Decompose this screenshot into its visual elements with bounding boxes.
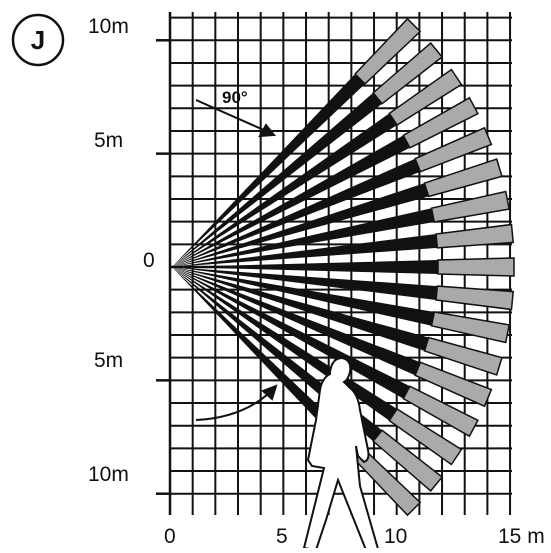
beam-near	[172, 267, 435, 326]
y-label: 5m	[94, 349, 123, 372]
beam-near	[172, 183, 429, 267]
beam-far	[372, 429, 444, 492]
arrow-head	[258, 123, 276, 138]
beam-far	[423, 158, 503, 198]
beam-far	[435, 223, 515, 249]
y-label: 10m	[88, 15, 129, 38]
beam-far	[354, 17, 422, 85]
beam-near	[172, 267, 429, 351]
x-label: 10	[384, 525, 407, 548]
beam-far	[435, 285, 515, 311]
beam-far	[414, 361, 493, 408]
beam-far	[430, 190, 511, 223]
beam-near	[172, 135, 410, 267]
beam-far	[423, 336, 503, 376]
beam-far	[430, 311, 511, 344]
angle-label: 90°	[222, 88, 248, 107]
arrow-head	[261, 384, 278, 401]
beam-near	[172, 208, 435, 267]
beam-far	[372, 42, 444, 105]
badge-letter: J	[31, 25, 45, 55]
person-silhouette	[302, 356, 381, 553]
y-label: 10m	[88, 463, 129, 486]
angle-arrows	[195, 99, 278, 421]
beam-near	[172, 234, 438, 267]
y-label: 5m	[94, 129, 123, 152]
beam-far	[414, 126, 493, 173]
y-label: 0	[143, 249, 155, 272]
x-label: 15 m	[498, 525, 545, 548]
beam-far	[402, 385, 479, 438]
beam-near	[172, 74, 365, 267]
beam-near	[172, 113, 398, 268]
beam-near	[172, 260, 438, 274]
beam-far	[388, 407, 463, 466]
beam-near	[172, 92, 383, 267]
beam-near	[172, 158, 421, 267]
arrow-line	[195, 99, 267, 132]
beam-far	[402, 96, 479, 149]
beam-near	[172, 267, 438, 300]
beam-far	[437, 257, 515, 277]
beam-far	[388, 68, 463, 127]
x-label: 0	[164, 525, 176, 548]
x-label: 5	[276, 525, 288, 548]
badge-circle	[11, 13, 65, 67]
arrow-line	[195, 393, 269, 421]
beam-near	[172, 267, 421, 376]
